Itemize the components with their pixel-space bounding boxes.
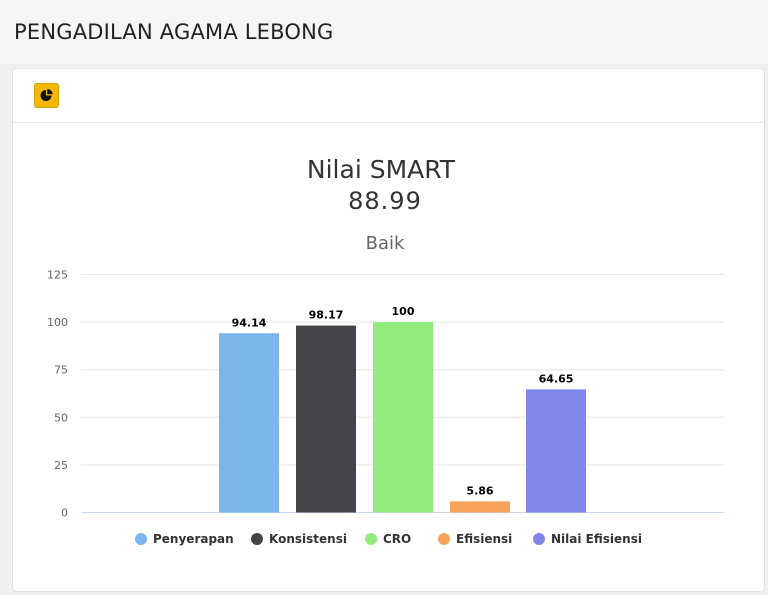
legend-marker [533, 533, 545, 545]
legend-label: Nilai Efisiensi [551, 532, 642, 546]
legend-label: Penyerapan [153, 532, 234, 546]
bar-efisiensi[interactable] [450, 501, 510, 513]
legend-item-efisiensi[interactable]: Efisiensi [438, 532, 512, 546]
legend-marker [438, 533, 450, 545]
legend-item-nilai-efisiensi[interactable]: Nilai Efisiensi [533, 532, 642, 546]
smart-score: 88.99 [348, 187, 422, 215]
bar-konsistensi[interactable] [296, 325, 356, 513]
y-tick-label: 75 [54, 364, 68, 377]
pie-chart-icon [40, 89, 53, 101]
page-title: PENGADILAN AGAMA LEBONG [14, 20, 334, 44]
page-header: PENGADILAN AGAMA LEBONG [0, 0, 768, 64]
bar-nilai-efisiensi[interactable] [526, 389, 586, 513]
data-label: 94.14 [232, 316, 267, 329]
chart-title: Nilai SMART [307, 155, 456, 184]
legend-item-konsistensi[interactable]: Konsistensi [251, 532, 347, 546]
y-tick-label: 0 [61, 507, 68, 520]
y-tick-label: 25 [54, 459, 68, 472]
card-header [13, 69, 764, 123]
bar-penyerapan[interactable] [219, 333, 279, 513]
legend-item-cro[interactable]: CRO [365, 532, 411, 546]
legend-label: CRO [383, 532, 411, 546]
chart-card: Nilai SMART 88.99 Baik 0 25 50 75 100 125 94.14… [12, 68, 765, 592]
pie-chart-button[interactable] [34, 83, 59, 108]
legend-marker [365, 533, 377, 545]
data-label: 98.17 [309, 309, 344, 322]
legend-marker [135, 533, 147, 545]
legend-label: Konsistensi [269, 532, 347, 546]
legend-marker [251, 533, 263, 545]
y-tick-label: 50 [54, 411, 68, 424]
legend-item-penyerapan[interactable]: Penyerapan [135, 532, 234, 546]
chart-subtitle: Baik [366, 233, 405, 254]
data-label: 64.65 [539, 372, 574, 385]
y-tick-label: 125 [47, 269, 68, 282]
y-tick-label: 100 [47, 316, 68, 329]
data-label: 100 [392, 305, 415, 318]
smart-chart: Nilai SMART 88.99 Baik 0 25 50 75 100 125 94.14… [47, 155, 724, 546]
bar-cro[interactable] [373, 322, 433, 513]
legend-label: Efisiensi [456, 532, 512, 546]
data-label: 5.86 [466, 484, 493, 497]
